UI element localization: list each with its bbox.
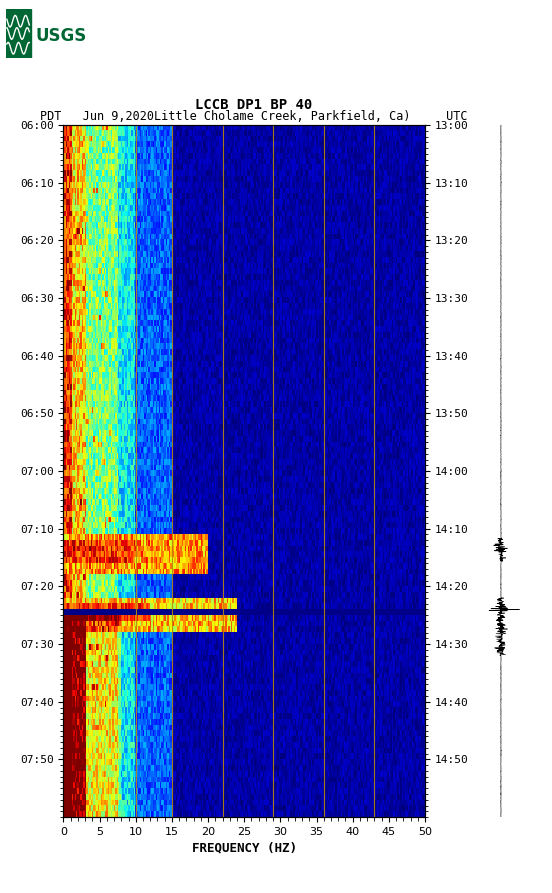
Bar xyxy=(6,9,31,58)
Text: PDT   Jun 9,2020Little Cholame Creek, Parkfield, Ca)     UTC: PDT Jun 9,2020Little Cholame Creek, Park… xyxy=(40,110,468,123)
Text: LCCB DP1 BP 40: LCCB DP1 BP 40 xyxy=(195,97,312,112)
X-axis label: FREQUENCY (HZ): FREQUENCY (HZ) xyxy=(192,841,297,854)
Text: USGS: USGS xyxy=(35,27,87,45)
